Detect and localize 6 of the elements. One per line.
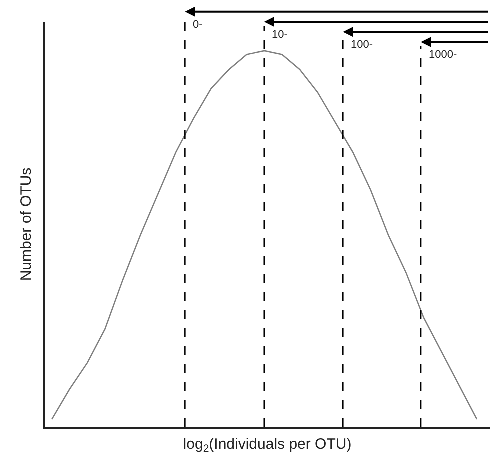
y-axis-title: Number of OTUs xyxy=(18,168,35,282)
x-axis-title: log$_{2}$(Individuals per OTU) xyxy=(183,436,352,456)
text: 10- xyxy=(272,29,288,41)
annotation: 100- xyxy=(351,39,374,51)
text: 0- xyxy=(193,19,204,31)
annotation: 1000- xyxy=(429,49,458,61)
